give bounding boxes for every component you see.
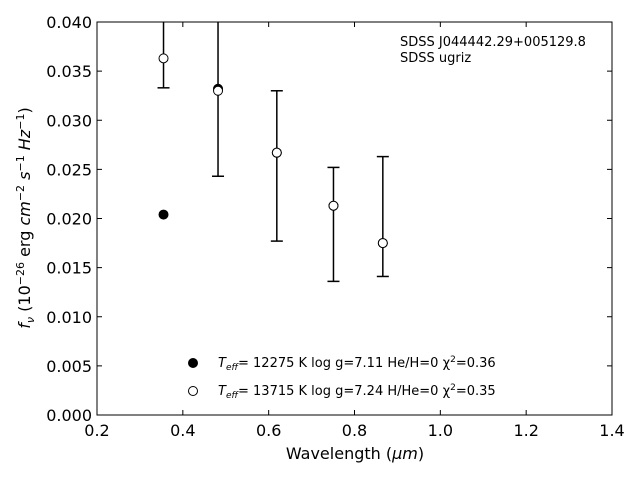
y-axis-ticks: 0.000 0.005 0.010 0.015 0.020 0.025 0.030 0.035… bbox=[46, 13, 612, 425]
x-tick-label: 0.2 bbox=[84, 421, 109, 440]
y-tick-label: 0.030 bbox=[46, 111, 92, 130]
y-tick-label: 0.040 bbox=[46, 13, 92, 32]
y-tick-label: 0.035 bbox=[46, 62, 92, 81]
data-point-filled bbox=[158, 209, 169, 220]
x-tick-label: 1.0 bbox=[428, 421, 453, 440]
legend-marker-open bbox=[188, 386, 198, 396]
data-point-open bbox=[377, 238, 388, 249]
annotation-object-name: SDSS J044442.29+005129.8 bbox=[400, 35, 586, 50]
y-axis-label: fν (10−26 erg cm−2 s−1 Hz−1) bbox=[14, 107, 37, 328]
data-point-open bbox=[328, 200, 339, 211]
annotation-filters: SDSS ugriz bbox=[400, 51, 471, 66]
legend-marker-filled bbox=[188, 358, 198, 368]
x-tick-label: 1.4 bbox=[599, 421, 624, 440]
data-point-open bbox=[271, 147, 282, 158]
x-tick-label: 0.8 bbox=[342, 421, 367, 440]
data-point-open bbox=[213, 85, 224, 96]
x-tick-label: 1.2 bbox=[513, 421, 538, 440]
x-tick-label: 0.6 bbox=[256, 421, 281, 440]
y-tick-label: 0.025 bbox=[46, 160, 92, 179]
legend: Teff= 12275 K log g=7.11 He/H=0 χ2=0.36 … bbox=[188, 355, 496, 401]
x-axis-label: Wavelength (μm) bbox=[286, 444, 424, 463]
y-tick-label: 0.020 bbox=[46, 210, 92, 229]
legend-entry-1: Teff= 12275 K log g=7.11 He/H=0 χ2=0.36 bbox=[218, 355, 496, 373]
y-tick-label: 0.015 bbox=[46, 259, 92, 278]
y-tick-label: 0.000 bbox=[46, 406, 92, 425]
y-tick-label: 0.010 bbox=[46, 308, 92, 327]
legend-entry-2: Teff= 13715 K log g=7.24 H/He=0 χ2=0.35 bbox=[218, 383, 496, 401]
y-tick-label: 0.005 bbox=[46, 357, 92, 376]
data-point-open bbox=[158, 53, 169, 64]
x-axis-ticks: 0.2 0.4 0.6 0.8 1.0 1.2 1.4 bbox=[84, 22, 625, 440]
data-markers bbox=[158, 53, 388, 249]
x-tick-label: 0.4 bbox=[170, 421, 195, 440]
